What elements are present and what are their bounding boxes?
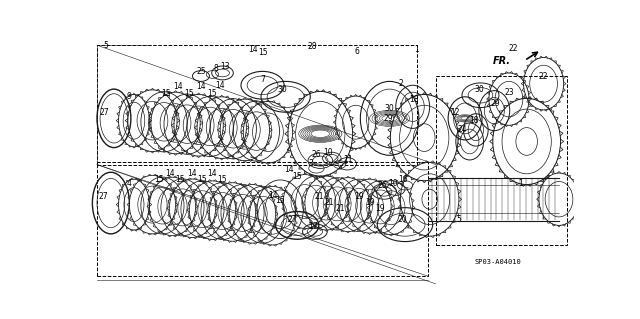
Text: 14: 14 xyxy=(196,82,206,91)
Text: 14: 14 xyxy=(187,169,196,178)
Text: 18: 18 xyxy=(410,95,419,104)
Text: 22: 22 xyxy=(539,71,548,80)
Text: 15: 15 xyxy=(292,172,302,181)
Text: 1: 1 xyxy=(518,179,523,188)
Text: FR.: FR. xyxy=(493,56,511,66)
Text: 15: 15 xyxy=(259,48,268,57)
Text: 15: 15 xyxy=(154,175,163,184)
Text: 14: 14 xyxy=(165,169,175,178)
Text: 15: 15 xyxy=(218,175,227,184)
Text: 10: 10 xyxy=(388,179,397,188)
Bar xyxy=(97,162,428,276)
Text: 28: 28 xyxy=(308,42,317,51)
Text: 17: 17 xyxy=(308,222,317,231)
Text: 21: 21 xyxy=(335,204,345,213)
Text: 26: 26 xyxy=(312,150,321,159)
Text: 5: 5 xyxy=(104,41,109,50)
Text: 22: 22 xyxy=(508,44,518,53)
Text: 20: 20 xyxy=(397,215,407,224)
Text: 13: 13 xyxy=(220,62,230,71)
Text: 11: 11 xyxy=(343,155,353,164)
Text: 15: 15 xyxy=(184,89,194,98)
Text: 2: 2 xyxy=(399,79,404,88)
Text: 15: 15 xyxy=(161,89,171,98)
Text: 27: 27 xyxy=(288,215,298,224)
Text: 15: 15 xyxy=(275,196,285,205)
Text: 25: 25 xyxy=(196,67,206,76)
Bar xyxy=(97,45,417,165)
Text: 1: 1 xyxy=(414,45,419,54)
Text: 23: 23 xyxy=(505,88,515,97)
Text: 6: 6 xyxy=(354,47,359,56)
Text: 3: 3 xyxy=(308,159,314,168)
Text: 24: 24 xyxy=(458,125,468,134)
Text: 30: 30 xyxy=(277,85,287,94)
Text: 10: 10 xyxy=(323,148,333,157)
Text: 12: 12 xyxy=(451,108,460,117)
Text: 29: 29 xyxy=(490,99,500,108)
Bar xyxy=(436,76,566,245)
Text: 8: 8 xyxy=(214,64,219,73)
Text: 27: 27 xyxy=(100,108,109,117)
Text: 29: 29 xyxy=(383,114,393,123)
Text: SP03-A04010: SP03-A04010 xyxy=(474,259,521,265)
Text: 15: 15 xyxy=(208,89,218,98)
Text: 19: 19 xyxy=(365,198,374,207)
Text: 5: 5 xyxy=(456,215,461,224)
Text: 9: 9 xyxy=(127,92,132,100)
Text: 14: 14 xyxy=(173,82,182,91)
Text: 7: 7 xyxy=(260,75,265,84)
Text: 30: 30 xyxy=(385,104,394,113)
Text: 19: 19 xyxy=(354,192,364,201)
Text: 4: 4 xyxy=(127,179,132,188)
Text: 19: 19 xyxy=(376,204,385,213)
Text: 21: 21 xyxy=(314,192,323,201)
Text: 14: 14 xyxy=(248,45,257,54)
Text: 14: 14 xyxy=(285,166,294,174)
Text: 30: 30 xyxy=(474,85,484,94)
Text: 16: 16 xyxy=(399,175,408,184)
Text: 14: 14 xyxy=(208,169,218,178)
Text: 15: 15 xyxy=(175,175,185,184)
Text: 27: 27 xyxy=(99,192,108,201)
Text: 18: 18 xyxy=(470,116,479,125)
Text: 15: 15 xyxy=(197,175,207,184)
Text: 14: 14 xyxy=(216,81,225,90)
Text: 21: 21 xyxy=(324,198,334,207)
Text: 26: 26 xyxy=(377,181,387,190)
Text: 14: 14 xyxy=(268,191,277,200)
